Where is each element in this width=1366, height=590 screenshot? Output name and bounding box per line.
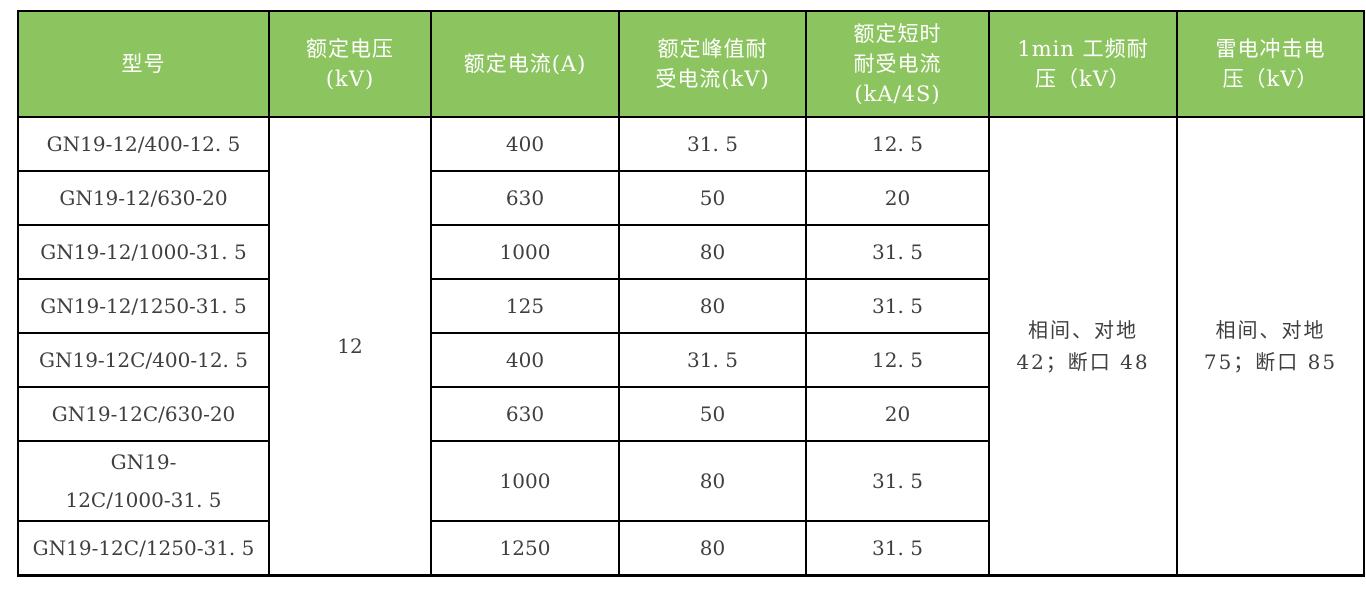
header-label: 压（kV） [1035, 67, 1131, 91]
short-time-cell: 31. 5 [805, 520, 990, 576]
short-time-cell: 31. 5 [805, 278, 990, 334]
model-line: 12C/1000-31. 5 [65, 488, 222, 512]
peak-cell: 80 [618, 520, 807, 576]
header-cell-rated-voltage: 额定电压 (kV) [268, 10, 432, 118]
table-row: GN19-12C/400-12. 5 400 31. 5 12. 5 [17, 332, 1364, 388]
header-label: 压（kV） [1222, 67, 1319, 91]
peak-cell: 80 [618, 440, 807, 522]
short-time-cell: 20 [805, 386, 990, 442]
header-cell-short-time: 额定短时 耐受电流 (kA/4S) [805, 10, 990, 118]
header-cell-lightning: 雷电冲击电 压（kV） [1176, 10, 1365, 118]
peak-cell: 50 [618, 386, 807, 442]
rated-voltage-merged-cell: 12 [268, 116, 432, 576]
power-freq-line: 相间、对地 [1028, 317, 1138, 342]
header-label: 额定峰值耐 [657, 37, 768, 61]
current-cell: 630 [430, 386, 620, 442]
header-cell-power-freq: 1min 工频耐 压（kV） [988, 10, 1178, 118]
header-label: 受电流(kV) [655, 67, 770, 91]
header-label: (kA/4S) [854, 82, 941, 106]
current-cell: 1000 [430, 440, 620, 522]
current-cell: 1000 [430, 224, 620, 280]
header-label: 额定电流(A) [463, 52, 587, 76]
lightning-merged-cell: 相间、对地 75；断口 85 [1176, 116, 1365, 576]
peak-cell: 31. 5 [618, 116, 807, 172]
table-row: GN19-12C/1250-31. 5 1250 80 31. 5 [17, 520, 1364, 576]
model-cell: GN19-12/400-12. 5 [17, 116, 270, 172]
model-cell: GN19-12C/630-20 [17, 386, 270, 442]
header-label: 1min 工频耐 [1017, 37, 1149, 61]
header-label: 额定短时 [853, 22, 942, 46]
power-freq-line: 42；断口 48 [1016, 349, 1150, 374]
header-row: 型号 额定电压 (kV) 额定电流(A) 额定峰值耐 受电流(kV) 额定短时 … [17, 10, 1365, 118]
header-label: 额定电压 [306, 37, 394, 61]
table-row: GN19-12/1250-31. 5 125 80 31. 5 [17, 278, 1364, 334]
table-row: GN19-12C/630-20 630 50 20 [17, 386, 1364, 442]
header-label: 型号 [121, 52, 166, 76]
short-time-cell: 20 [805, 170, 990, 226]
model-cell: GN19-12/1250-31. 5 [17, 278, 270, 334]
lightning-line: 相间、对地 [1215, 317, 1326, 342]
table-row: GN19-12/630-20 630 50 20 [17, 170, 1364, 226]
peak-cell: 80 [618, 224, 807, 280]
peak-cell: 50 [618, 170, 807, 226]
table-row: GN19-12/1000-31. 5 1000 80 31. 5 [17, 224, 1364, 280]
peak-cell: 80 [618, 278, 807, 334]
spec-table: 型号 额定电压 (kV) 额定电流(A) 额定峰值耐 受电流(kV) 额定短时 … [17, 10, 1365, 577]
current-cell: 1250 [430, 520, 620, 576]
model-cell: GN19-12C/400-12. 5 [17, 332, 270, 388]
current-cell: 630 [430, 170, 620, 226]
current-cell: 400 [430, 332, 620, 388]
model-line: GN19- [110, 450, 177, 474]
table-row: GN19-12/400-12. 5 12 400 31. 5 12. 5 相间、… [17, 116, 1365, 576]
current-cell: 125 [430, 278, 620, 334]
header-cell-peak-withstand: 额定峰值耐 受电流(kV) [618, 10, 807, 118]
short-time-cell: 31. 5 [805, 440, 990, 522]
header-cell-rated-current: 额定电流(A) [430, 10, 620, 118]
model-cell: GN19-12C/1250-31. 5 [17, 520, 270, 576]
short-time-cell: 31. 5 [805, 224, 990, 280]
lightning-line: 75；断口 85 [1203, 349, 1338, 374]
peak-cell: 31. 5 [618, 332, 807, 388]
power-freq-merged-cell: 相间、对地 42；断口 48 [988, 116, 1178, 576]
table-row: GN19- 12C/1000-31. 5 1000 80 31. 5 [17, 440, 1364, 522]
header-cell-model: 型号 [17, 10, 270, 118]
header-label: 耐受电流 [853, 52, 942, 76]
short-time-cell: 12. 5 [805, 116, 990, 172]
header-label: 雷电冲击电 [1215, 37, 1326, 61]
model-cell: GN19-12/630-20 [17, 170, 270, 226]
model-cell: GN19- 12C/1000-31. 5 [17, 440, 270, 522]
current-cell: 400 [430, 116, 620, 172]
short-time-cell: 12. 5 [805, 332, 990, 388]
model-cell: GN19-12/1000-31. 5 [17, 224, 270, 280]
header-label: (kV) [325, 67, 375, 91]
